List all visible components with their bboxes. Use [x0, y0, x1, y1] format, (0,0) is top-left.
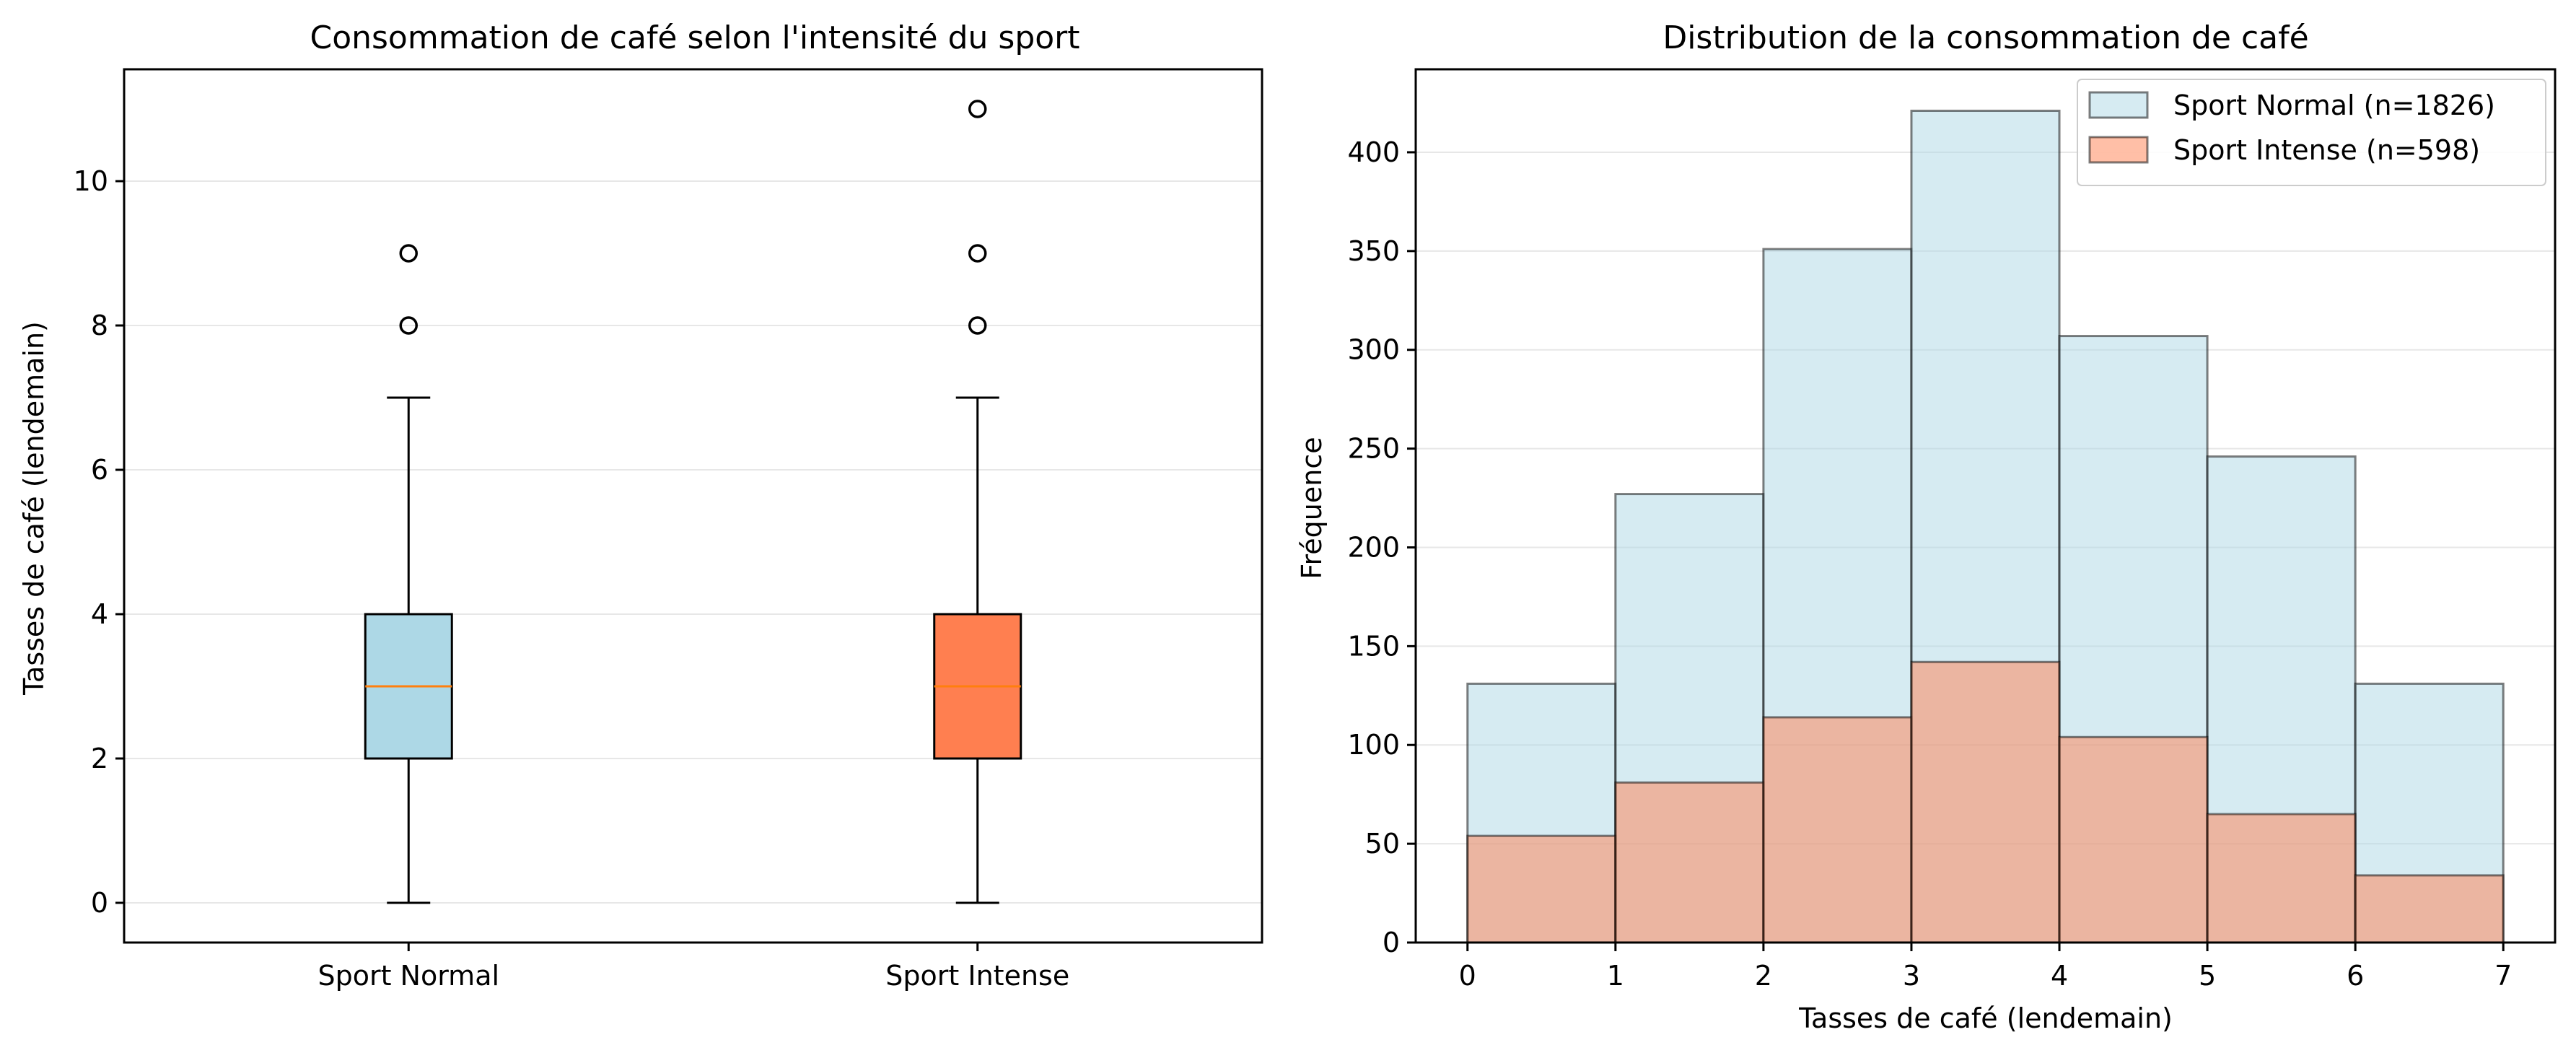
boxplot-y-tick-label: 8 [91, 310, 108, 341]
histogram-bar-intense [1910, 660, 2061, 944]
boxplot-y-tick-label: 4 [91, 598, 108, 630]
histogram-bar-intense [2206, 813, 2357, 944]
boxplot-y-tick-label: 10 [74, 165, 108, 197]
histogram-x-tick-label: 6 [2347, 960, 2364, 992]
histogram-x-tick-label: 0 [1459, 960, 1476, 992]
histogram-x-tick-label: 4 [2051, 960, 2068, 992]
histogram-bar-intense [1762, 716, 1913, 944]
histogram-x-ticks: 0 1 2 3 4 5 6 7 [1459, 943, 2512, 992]
boxplot-y-tick-label: 2 [91, 743, 108, 774]
histogram-title: Distribution de la consommation de café [1662, 19, 2308, 56]
boxplot-outlier [968, 244, 987, 263]
boxplot-x-tick-label: Sport Intense [885, 960, 1069, 992]
boxplot-y-axis-label: Tasses de café (lendemain) [18, 321, 50, 696]
histogram-legend-box [2077, 79, 2546, 186]
histogram-y-tick-label: 200 [1347, 531, 1400, 563]
histogram-legend-label: Sport Intense (n=598) [2173, 134, 2480, 166]
boxplot-box-group [933, 100, 1022, 904]
histogram-bar-intense [1466, 834, 1617, 944]
boxplot-title: Consommation de café selon l'intensité d… [310, 19, 1079, 56]
histogram-bar-intense [2058, 735, 2209, 944]
histogram-x-tick-label: 1 [1607, 960, 1624, 992]
histogram-y-tick-label: 350 [1347, 235, 1400, 267]
histogram-y-tick-label: 250 [1347, 433, 1400, 465]
histogram-x-tick-label: 7 [2494, 960, 2512, 992]
boxplot-outlier [399, 316, 418, 335]
boxplot-y-tick-label: 6 [91, 454, 108, 486]
histogram-y-ticks: 0 50 100 150 200 250 300 350 400 [1347, 136, 1416, 958]
histogram-y-tick-label: 50 [1365, 828, 1400, 860]
boxplot-series [364, 100, 1022, 904]
boxplot-outlier [968, 100, 987, 118]
histogram-x-tick-label: 5 [2199, 960, 2216, 992]
boxplot-box-group [364, 244, 453, 904]
histogram-legend-swatch [2088, 91, 2149, 119]
histogram-y-tick-label: 300 [1347, 334, 1400, 366]
boxplot-gridlines [124, 180, 1262, 904]
histogram-x-tick-label: 2 [1755, 960, 1772, 992]
histogram-bar-intense [1614, 781, 1765, 944]
histogram-panel: Distribution de la consommation de café … [1296, 19, 2557, 1034]
histogram-legend-swatch [2088, 136, 2149, 164]
histogram-y-tick-label: 400 [1347, 136, 1400, 168]
boxplot-x-ticks: Sport Normal Sport Intense [317, 943, 1069, 992]
boxplot-axes-frame [123, 68, 1263, 944]
boxplot-outlier [399, 244, 418, 263]
histogram-x-axis-label: Tasses de café (lendemain) [1798, 1002, 2173, 1034]
histogram-bar-intense [2354, 874, 2505, 944]
boxplot-y-ticks: 0 2 4 6 8 10 [74, 165, 124, 919]
histogram-axes-frame [1414, 68, 2557, 944]
histogram-y-tick-label: 0 [1383, 927, 1400, 958]
histogram-y-axis-label: Fréquence [1296, 437, 1328, 579]
histogram-legend: Sport Normal (n=1826) Sport Intense (n=59… [2077, 79, 2546, 186]
histogram-y-tick-label: 150 [1347, 630, 1400, 662]
histogram-bars [1466, 109, 2505, 944]
boxplot-outlier [968, 316, 987, 335]
boxplot-x-tick-label: Sport Normal [317, 960, 499, 992]
histogram-x-tick-label: 3 [1903, 960, 1920, 992]
histogram-y-tick-label: 100 [1347, 729, 1400, 761]
boxplot-y-tick-label: 0 [91, 887, 108, 919]
boxplot-panel: Consommation de café selon l'intensité d… [18, 19, 1263, 992]
histogram-legend-label: Sport Normal (n=1826) [2173, 89, 2495, 121]
